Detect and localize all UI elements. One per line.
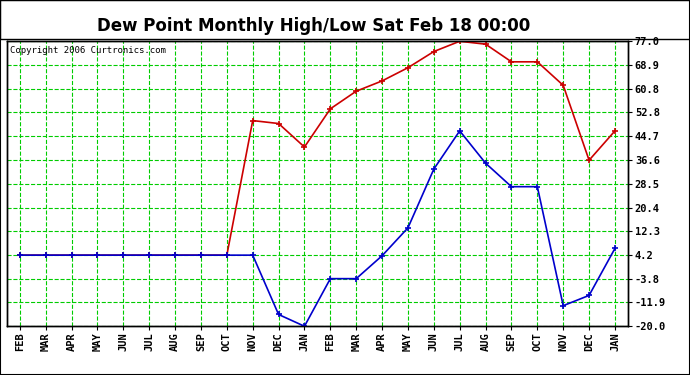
Text: Dew Point Monthly High/Low Sat Feb 18 00:00: Dew Point Monthly High/Low Sat Feb 18 00… bbox=[97, 17, 531, 35]
Text: Copyright 2006 Curtronics.com: Copyright 2006 Curtronics.com bbox=[10, 45, 166, 54]
